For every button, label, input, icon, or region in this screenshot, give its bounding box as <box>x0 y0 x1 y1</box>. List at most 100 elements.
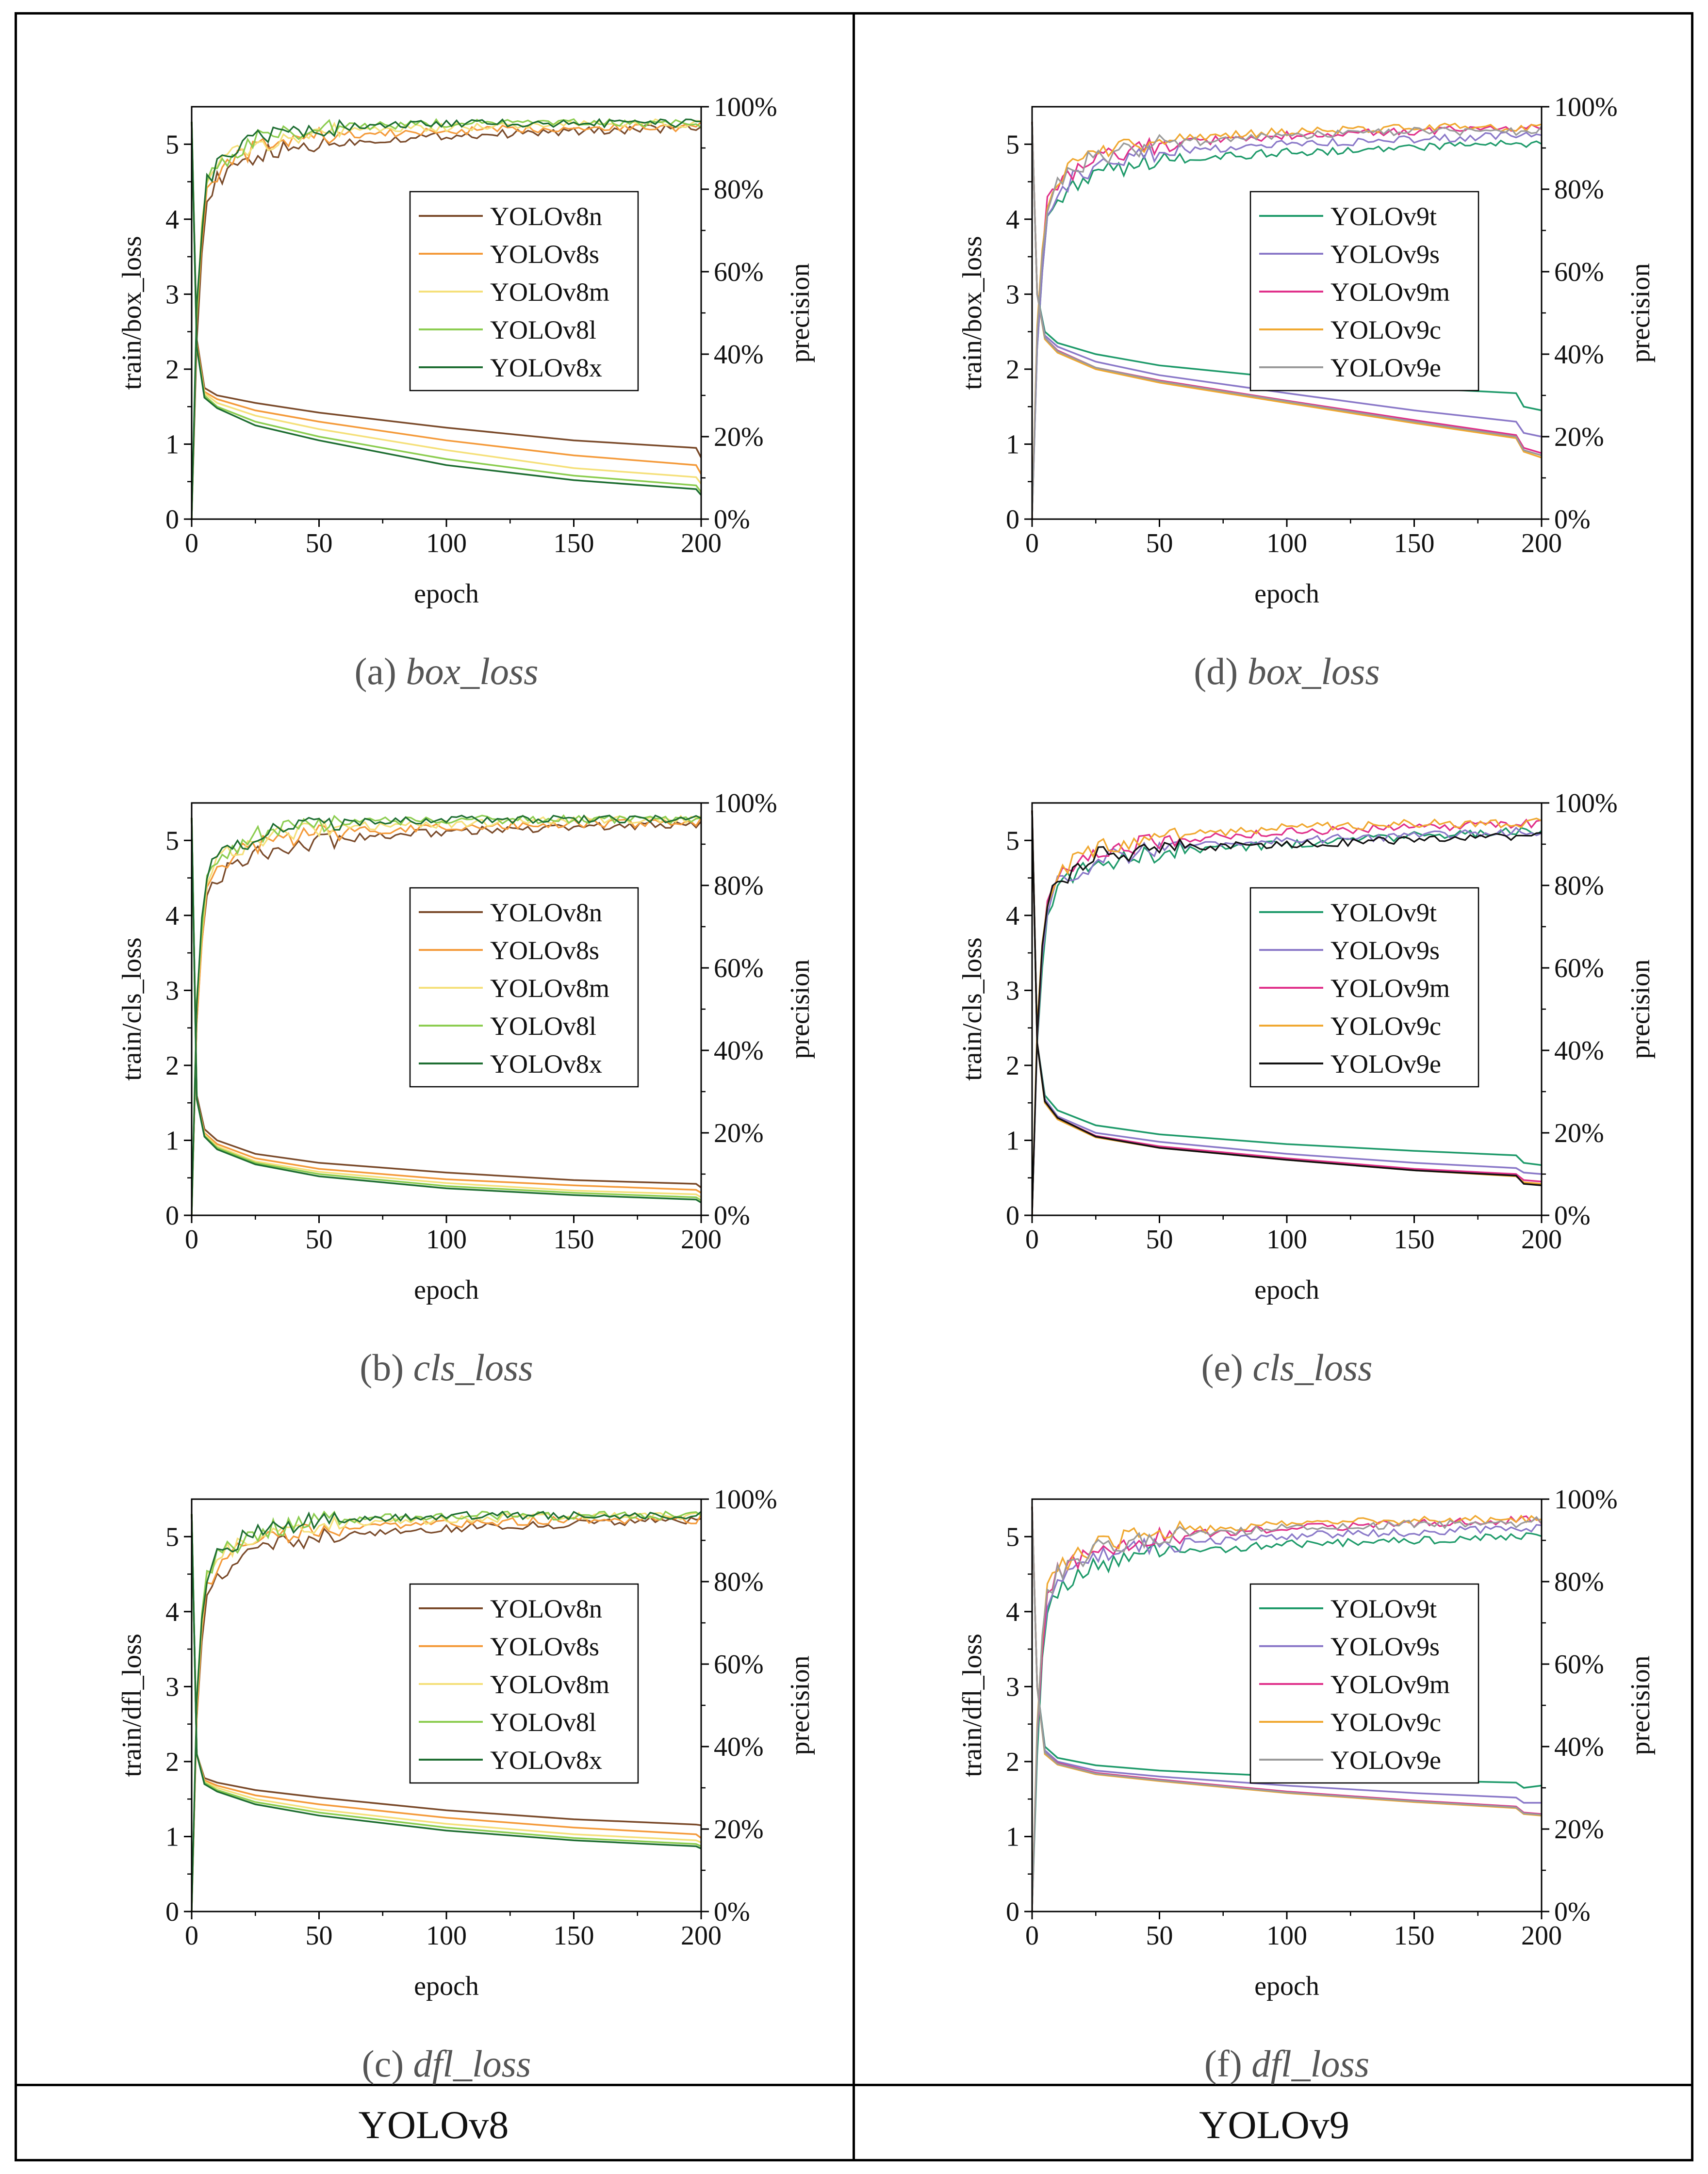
y-axis-label: train/box_loss <box>957 236 987 390</box>
y2-tick-label: 20% <box>1554 1814 1604 1845</box>
panel-caption: (c) dfl_loss <box>362 2043 531 2085</box>
chart-panel-0: 0 1 2 3 4 5 0% 20% 40% 60% 80% 100% 0 50 100 150 200 epoc… <box>117 92 815 692</box>
y-tick-label: 3 <box>165 1672 179 1702</box>
x-tick-label: 150 <box>554 528 594 558</box>
legend-label: YOLOv8s <box>490 240 599 269</box>
x-tick-label: 100 <box>1266 1225 1307 1255</box>
caption-letter: (d) <box>1194 650 1247 692</box>
x-tick-label: 100 <box>426 1225 467 1255</box>
y2-tick-label: 0% <box>714 505 750 535</box>
x-tick-label: 200 <box>1521 1225 1562 1255</box>
y-axis-label: train/cls_loss <box>957 937 987 1081</box>
loss-line-YOLOv9e <box>1031 810 1542 1186</box>
x-axis-label: epoch <box>414 1275 479 1305</box>
caption-letter: (b) <box>360 1346 413 1389</box>
y-tick-label: 1 <box>1006 429 1019 459</box>
y2-tick-label: 40% <box>1554 1036 1604 1066</box>
chart-panel-3: 0 1 2 3 4 5 0% 20% 40% 60% 80% 100% 0 50 100 150 200 epoc… <box>957 92 1656 692</box>
x-axis-label: epoch <box>1254 1971 1319 2001</box>
x-tick-label: 150 <box>1394 1921 1435 1951</box>
y2-tick-label: 80% <box>714 1567 764 1597</box>
legend-label: YOLOv9e <box>1330 1049 1441 1079</box>
x-tick-label: 150 <box>1394 528 1435 558</box>
precision-line-YOLOv9t <box>1031 1532 1542 1912</box>
legend-label: YOLOv8l <box>490 315 596 344</box>
y2-tick-label: 100% <box>714 92 777 122</box>
y2-tick-label: 80% <box>1554 175 1604 205</box>
panel-caption: (f) dfl_loss <box>1204 2043 1369 2085</box>
precision-line-YOLOv9e <box>1031 125 1543 520</box>
y2-tick-label: 100% <box>1554 788 1618 818</box>
precision-line-YOLOv8x <box>191 118 702 520</box>
legend-label: YOLOv9s <box>1330 240 1440 269</box>
y-tick-label: 3 <box>165 279 179 310</box>
panel-caption: (b) cls_loss <box>360 1346 533 1389</box>
x-tick-label: 0 <box>1025 528 1039 558</box>
y2-tick-label: 40% <box>1554 340 1604 370</box>
panel-caption: (d) box_loss <box>1194 650 1380 692</box>
caption-name: cls_loss <box>1253 1346 1373 1389</box>
y-tick-label: 4 <box>1006 205 1019 235</box>
y-tick-label: 5 <box>165 1522 179 1552</box>
y-axis-label: train/dfl_loss <box>957 1634 987 1777</box>
y-tick-label: 2 <box>165 355 179 385</box>
chart-panel-1: 0 1 2 3 4 5 0% 20% 40% 60% 80% 100% 0 50 100 150 200 epoc… <box>117 788 815 1389</box>
x-tick-label: 200 <box>681 528 722 558</box>
legend-label: YOLOv9s <box>1330 936 1440 965</box>
y-tick-label: 3 <box>1006 279 1019 310</box>
y2-tick-label: 100% <box>714 1485 777 1515</box>
x-tick-label: 0 <box>1025 1225 1039 1255</box>
legend-label: YOLOv8m <box>490 974 609 1003</box>
legend-label: YOLOv9c <box>1330 1012 1441 1041</box>
precision-line-YOLOv9m <box>1031 123 1542 520</box>
footer-divider <box>15 2084 1693 2086</box>
caption-name: box_loss <box>1248 650 1380 692</box>
legend-label: YOLOv8l <box>490 1012 596 1041</box>
loss-line-YOLOv8x <box>191 1514 702 1849</box>
y2-axis-label: precision <box>785 263 815 362</box>
y-axis-label: train/cls_loss <box>117 937 147 1081</box>
y2-tick-label: 80% <box>1554 871 1604 901</box>
x-tick-label: 150 <box>1394 1225 1435 1255</box>
y2-axis-label: precision <box>785 959 815 1059</box>
y2-axis-label: precision <box>1626 263 1656 362</box>
precision-line-YOLOv8x <box>191 1510 702 1912</box>
y2-tick-label: 60% <box>1554 953 1604 983</box>
precision-line-YOLOv9t <box>1031 139 1542 520</box>
y2-axis-label: precision <box>785 1655 815 1755</box>
y2-tick-label: 80% <box>1554 1567 1604 1597</box>
panel-caption: (e) cls_loss <box>1201 1346 1372 1389</box>
y-tick-label: 3 <box>1006 976 1019 1006</box>
x-tick-label: 0 <box>185 528 198 558</box>
y-tick-label: 0 <box>165 1897 179 1927</box>
x-tick-label: 50 <box>306 1921 333 1951</box>
legend-label: YOLOv9t <box>1330 202 1437 231</box>
y-tick-label: 5 <box>165 130 179 160</box>
y-tick-label: 2 <box>165 1051 179 1081</box>
y2-tick-label: 20% <box>1554 1118 1604 1148</box>
precision-line-YOLOv9s <box>1031 131 1542 520</box>
chart-panel-5: 0 1 2 3 4 5 0% 20% 40% 60% 80% 100% 0 50 100 150 200 epoc… <box>957 1485 1656 2085</box>
y-tick-label: 1 <box>165 1822 179 1852</box>
legend-label: YOLOv8n <box>490 202 602 231</box>
x-tick-label: 50 <box>1146 528 1173 558</box>
y2-tick-label: 60% <box>1554 257 1604 287</box>
loss-line-YOLOv8x <box>191 817 702 1204</box>
y2-tick-label: 20% <box>1554 422 1604 452</box>
x-tick-label: 200 <box>1521 1921 1562 1951</box>
x-tick-label: 150 <box>554 1921 594 1951</box>
legend-label: YOLOv8n <box>490 898 602 927</box>
x-tick-label: 0 <box>1025 1921 1039 1951</box>
legend-label: YOLOv9m <box>1330 278 1450 307</box>
y-tick-label: 4 <box>1006 1597 1019 1627</box>
caption-name: dfl_loss <box>1251 2043 1369 2085</box>
x-tick-label: 200 <box>681 1921 722 1951</box>
y2-tick-label: 80% <box>714 175 764 205</box>
y-tick-label: 1 <box>165 429 179 459</box>
legend-label: YOLOv8x <box>490 353 602 382</box>
y-tick-label: 5 <box>1006 1522 1019 1552</box>
x-axis-label: epoch <box>414 1971 479 2001</box>
y-tick-label: 2 <box>165 1747 179 1777</box>
x-axis-label: epoch <box>414 579 479 609</box>
legend-label: YOLOv8m <box>490 278 609 307</box>
